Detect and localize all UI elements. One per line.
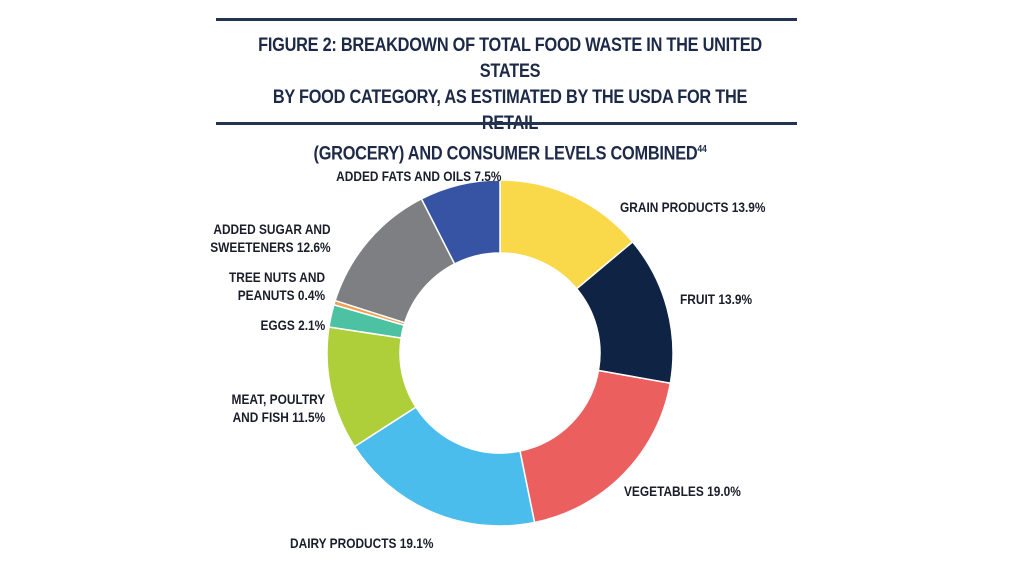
label-line: PEANUTS 0.4% — [237, 287, 325, 303]
label-line: GRAIN PRODUCTS 13.9% — [620, 199, 766, 215]
bottom-rule — [216, 122, 797, 125]
label-vegetables: VEGETABLES 19.0% — [624, 482, 741, 500]
label-line: TREE NUTS AND — [228, 269, 325, 285]
top-rule — [216, 18, 797, 21]
label-grain: GRAIN PRODUCTS 13.9% — [620, 198, 765, 216]
label-line: DAIRY PRODUCTS 19.1% — [290, 535, 434, 551]
label-line: MEAT, POULTRY — [231, 391, 325, 407]
label-meat: MEAT, POULTRY AND FISH 11.5% — [231, 390, 325, 426]
label-line: EGGS 2.1% — [260, 317, 325, 333]
title-line-3: (GROCERY) AND CONSUMER LEVELS COMBINED — [313, 143, 698, 165]
chart-title: FIGURE 2: BREAKDOWN OF TOTAL FOOD WASTE … — [252, 33, 768, 167]
label-line: ADDED SUGAR AND — [213, 221, 331, 237]
label-line: SWEETENERS 12.6% — [210, 239, 331, 255]
label-added-fats: ADDED FATS AND OILS 7.5% — [336, 167, 501, 185]
title-footnote: 44 — [697, 144, 707, 155]
label-line: AND FISH 11.5% — [232, 409, 325, 425]
slice-added-fats — [420, 179, 501, 265]
label-fruit: FRUIT 13.9% — [680, 290, 752, 308]
title-line-1: FIGURE 2: BREAKDOWN OF TOTAL FOOD WASTE … — [258, 35, 762, 82]
label-line: FRUIT 13.9% — [680, 291, 753, 307]
label-tree-nuts: TREE NUTS AND PEANUTS 0.4% — [229, 268, 325, 304]
label-line: ADDED FATS AND OILS 7.5% — [335, 168, 501, 184]
label-added-sugar: ADDED SUGAR AND SWEETENERS 12.6% — [211, 220, 331, 256]
label-eggs: EGGS 2.1% — [260, 316, 325, 334]
label-line: VEGETABLES 19.0% — [624, 483, 741, 499]
label-dairy: DAIRY PRODUCTS 19.1% — [290, 534, 434, 552]
